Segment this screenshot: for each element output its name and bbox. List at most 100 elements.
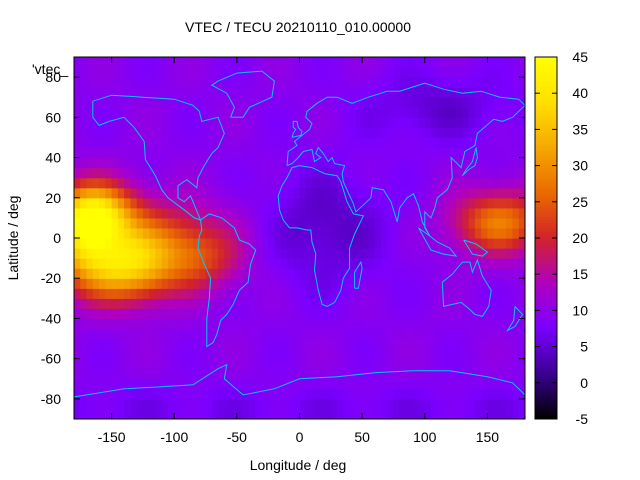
heatmap-cell	[449, 308, 457, 320]
heatmap-cell	[443, 388, 451, 400]
heatmap-cell	[255, 227, 263, 239]
heatmap-cell	[312, 57, 319, 68]
heatmap-cell	[205, 278, 213, 289]
heatmap-cell	[487, 97, 495, 108]
heatmap-cell	[117, 348, 125, 360]
heatmap-cell	[487, 87, 495, 98]
heatmap-cell	[274, 388, 282, 400]
heatmap-cell	[136, 217, 144, 229]
heatmap-cell	[424, 328, 432, 340]
heatmap-cell	[380, 207, 388, 219]
heatmap-cell	[174, 288, 182, 299]
heatmap-cell	[186, 157, 194, 169]
heatmap-cell	[324, 67, 332, 78]
heatmap-cell	[186, 338, 194, 350]
heatmap-cell	[92, 398, 100, 410]
heatmap-cell	[362, 378, 369, 390]
heatmap-cell	[161, 177, 169, 189]
heatmap-cell	[362, 187, 369, 199]
heatmap-cell	[437, 97, 445, 108]
heatmap-cell	[149, 368, 157, 380]
heatmap-cell	[224, 238, 232, 249]
heatmap-cell	[405, 117, 413, 128]
heatmap-cell	[499, 288, 507, 299]
heatmap-cell	[468, 308, 476, 320]
heatmap-cell	[493, 217, 501, 229]
heatmap-cell	[236, 227, 244, 239]
heatmap-cell	[456, 217, 463, 229]
heatmap-cell	[218, 127, 225, 139]
heatmap-cell	[130, 388, 138, 400]
colorbar-segment	[535, 234, 557, 239]
heatmap-cell	[117, 197, 125, 209]
heatmap-cell	[493, 288, 501, 299]
heatmap-cell	[105, 328, 113, 340]
heatmap-cell	[80, 207, 88, 219]
heatmap-cell	[286, 238, 294, 249]
heatmap-cell	[449, 318, 457, 330]
heatmap-cell	[293, 288, 301, 299]
heatmap-cell	[318, 378, 326, 390]
heatmap-cell	[243, 338, 250, 350]
heatmap-cell	[105, 408, 113, 419]
heatmap-cell	[506, 268, 514, 279]
heatmap-cell	[268, 248, 276, 259]
heatmap-cell	[86, 227, 94, 239]
heatmap-cell	[506, 398, 514, 410]
heatmap-cell	[74, 137, 81, 149]
heatmap-cell	[481, 278, 489, 289]
heatmap-cell	[286, 288, 294, 299]
heatmap-cell	[474, 227, 482, 239]
heatmap-cell	[443, 298, 451, 309]
heatmap-cell	[487, 137, 495, 149]
heatmap-cell	[255, 197, 263, 209]
heatmap-cell	[312, 227, 319, 239]
heatmap-cell	[387, 308, 395, 320]
heatmap-cell	[218, 308, 225, 320]
heatmap-cell	[224, 318, 232, 330]
coastline-antarctica	[74, 363, 525, 398]
heatmap-cell	[362, 318, 369, 330]
heatmap-cell	[374, 408, 382, 419]
heatmap-cell	[387, 157, 395, 169]
heatmap-cell	[418, 248, 426, 259]
heatmap-cell	[86, 398, 94, 410]
heatmap-cell	[180, 408, 188, 419]
heatmap-cell	[399, 177, 407, 189]
heatmap-cell	[105, 378, 113, 390]
heatmap-cell	[305, 248, 313, 259]
heatmap-cell	[299, 57, 307, 68]
heatmap-cell	[92, 67, 100, 78]
heatmap-cell	[236, 87, 244, 98]
heatmap-cell	[481, 268, 489, 279]
heatmap-cell	[512, 137, 520, 149]
heatmap-cell	[324, 167, 332, 179]
heatmap-cell	[218, 388, 225, 400]
heatmap-cell	[424, 77, 432, 88]
heatmap-cell	[92, 318, 100, 330]
heatmap-cell	[443, 137, 451, 149]
heatmap-cell	[74, 67, 81, 78]
heatmap-cell	[424, 57, 432, 68]
heatmap-cell	[174, 157, 182, 169]
heatmap-cell	[512, 217, 520, 229]
heatmap-cell	[186, 57, 194, 68]
heatmap-cell	[368, 398, 376, 410]
heatmap-cell	[449, 197, 457, 209]
heatmap-cell	[161, 258, 169, 269]
heatmap-cell	[149, 278, 157, 289]
heatmap-cell	[380, 217, 388, 229]
heatmap-cell	[330, 328, 338, 340]
heatmap-cell	[205, 197, 213, 209]
heatmap-cell	[249, 298, 257, 309]
heatmap-cell	[124, 318, 131, 330]
heatmap-cell	[180, 348, 188, 360]
colorbar-segment	[535, 406, 557, 411]
heatmap-cell	[80, 408, 88, 419]
heatmap-cell	[312, 87, 319, 98]
heatmap-cell	[368, 137, 376, 149]
heatmap-cell	[249, 288, 257, 299]
heatmap-cell	[268, 107, 276, 118]
heatmap-cell	[224, 368, 232, 380]
